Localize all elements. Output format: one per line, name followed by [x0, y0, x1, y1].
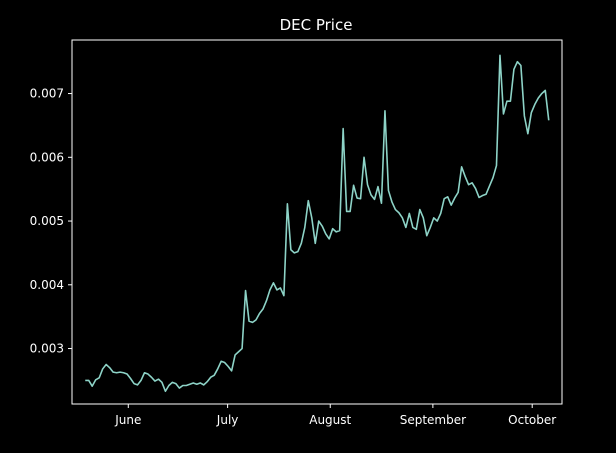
x-tick-label: June — [114, 413, 141, 427]
x-axis: June July August September October — [114, 404, 556, 427]
price-series-line — [85, 54, 550, 393]
x-tick-label: July — [216, 413, 239, 427]
y-tick-label: 0.006 — [30, 150, 64, 164]
chart-title: DEC Price — [280, 16, 353, 34]
y-axis: 0.003 0.004 0.005 0.006 0.007 — [30, 87, 72, 356]
plot-area — [85, 54, 550, 393]
y-tick-label: 0.004 — [30, 278, 64, 292]
y-tick-label: 0.005 — [30, 214, 64, 228]
axes-frame — [71, 39, 563, 405]
x-tick-label: October — [508, 413, 556, 427]
y-tick-label: 0.007 — [30, 87, 64, 101]
x-tick-label: August — [309, 413, 351, 427]
y-tick-label: 0.003 — [30, 342, 64, 356]
x-tick-label: September — [400, 413, 466, 427]
